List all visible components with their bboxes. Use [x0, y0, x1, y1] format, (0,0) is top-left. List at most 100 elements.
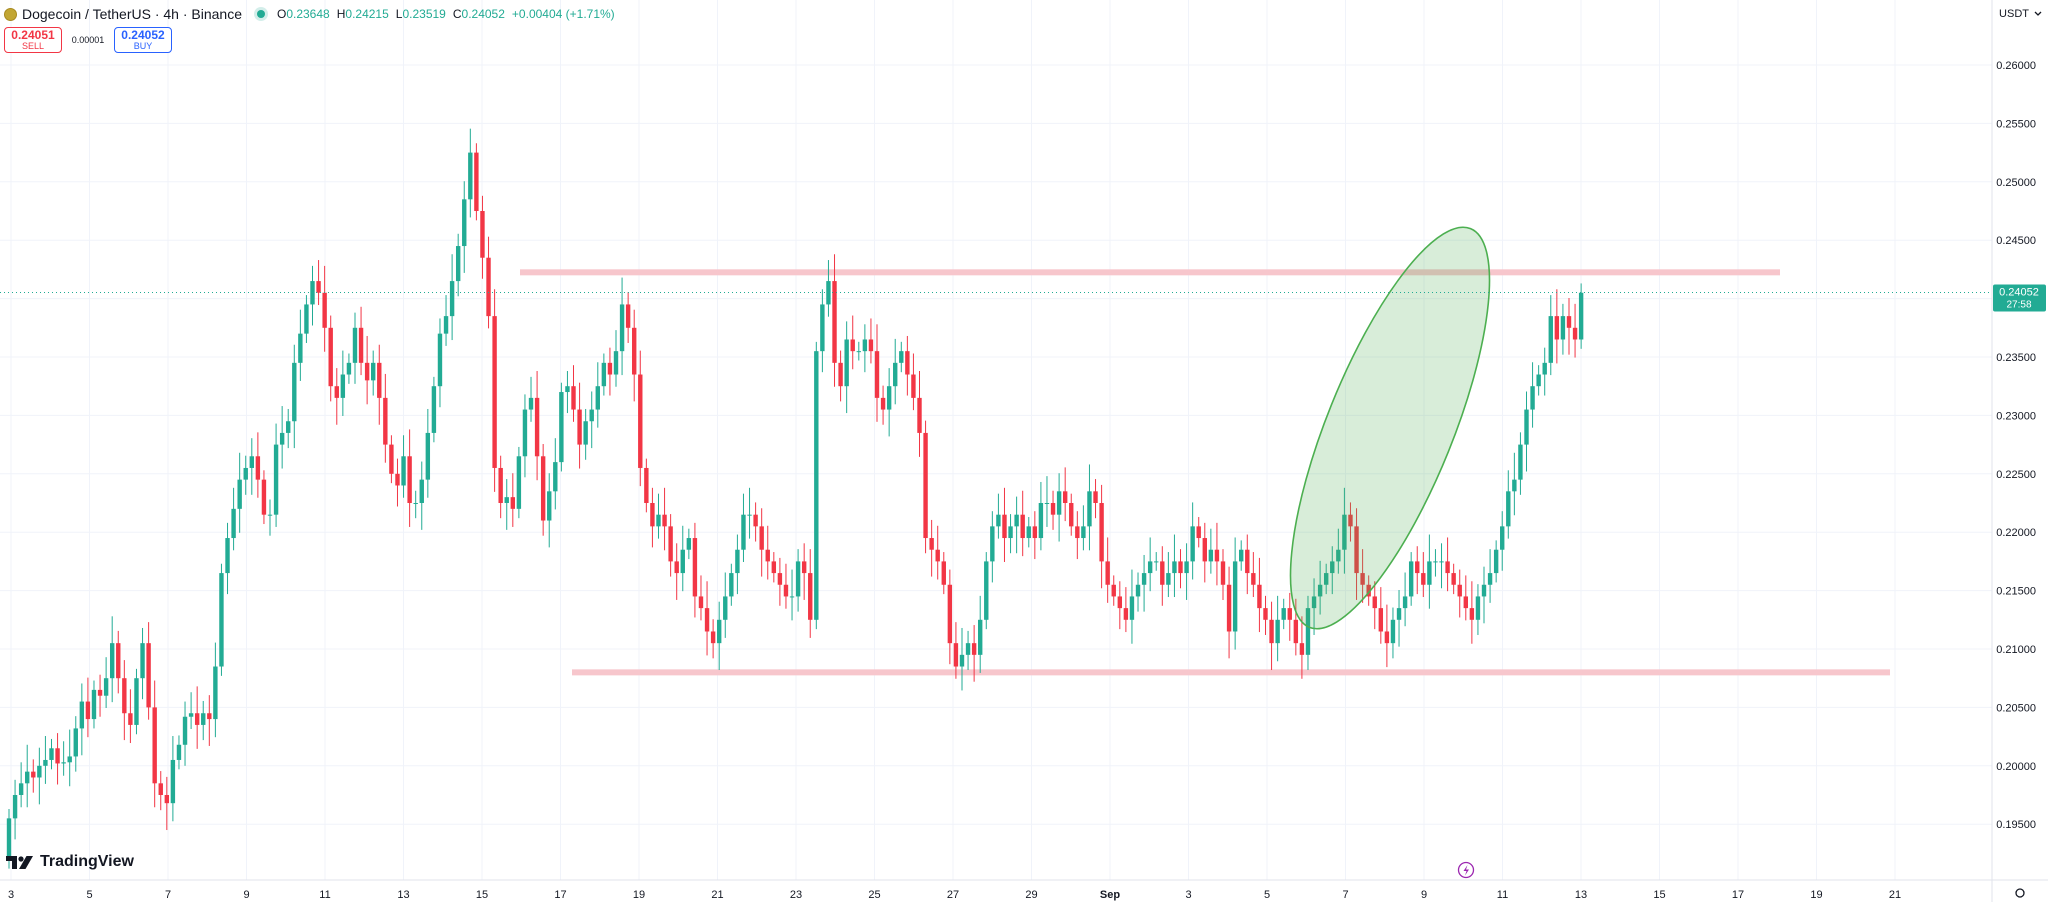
- time-axis[interactable]: 3 5 7 9 11 13 15 17 19 21 23 25 27 29 Sep 3 5 7 9 11 13 15 17 1…: [0, 879, 2048, 901]
- candle-body: [1548, 316, 1553, 363]
- price-tick-label: 0.26000: [1996, 60, 2036, 72]
- settings-gear-icon[interactable]: [2015, 888, 2025, 898]
- candle-body: [1020, 514, 1025, 539]
- candle-body: [1518, 444, 1523, 480]
- breakout-ellipse[interactable]: [1251, 205, 1529, 651]
- candle-body: [662, 514, 667, 527]
- candle-body: [152, 707, 157, 784]
- candle-body: [947, 584, 953, 644]
- candle-body: [625, 304, 631, 328]
- candle-body: [1317, 584, 1323, 597]
- candle-body: [1281, 608, 1286, 620]
- time-tick-label: 21: [711, 889, 723, 901]
- candle-body: [862, 339, 868, 352]
- support-level[interactable]: [572, 669, 1890, 676]
- candle-body: [1396, 608, 1402, 620]
- price-tick-label: 0.24500: [1996, 235, 2036, 247]
- candle-body: [364, 362, 370, 381]
- candle-body: [140, 643, 145, 679]
- candle-body: [589, 409, 594, 422]
- candle-body: [128, 713, 133, 725]
- time-tick-label: 13: [1575, 889, 1587, 901]
- candle-body: [6, 818, 12, 860]
- candle-body: [619, 304, 625, 352]
- candle-body: [267, 514, 273, 516]
- candle-body: [1196, 526, 1201, 539]
- close-value: 0.24052: [461, 7, 505, 21]
- candle-body: [468, 152, 473, 200]
- candle-body: [1117, 596, 1123, 609]
- candle-body: [164, 795, 170, 804]
- horizontal-levels[interactable]: [520, 269, 1890, 676]
- candle-body: [632, 327, 637, 375]
- time-tick-label: 9: [1421, 889, 1427, 901]
- candle-body: [1311, 596, 1317, 609]
- candle-body: [1566, 316, 1572, 328]
- candle-body: [103, 678, 109, 696]
- ellipse-highlight[interactable]: [1251, 205, 1529, 651]
- candle-body: [213, 666, 218, 720]
- brand-text: TradingView: [40, 853, 134, 870]
- candle-body: [1372, 596, 1377, 609]
- sell-button[interactable]: 0.24051 SELL: [4, 27, 62, 53]
- candle-body: [674, 561, 679, 574]
- price-tick-label: 0.25000: [1996, 177, 2036, 189]
- candle-body: [1421, 573, 1426, 585]
- candle-body: [231, 508, 236, 539]
- candle-body: [929, 538, 934, 550]
- buy-button[interactable]: 0.24052 BUY: [114, 27, 172, 53]
- time-tick-label: 23: [790, 889, 802, 901]
- price-tick-label: 0.25500: [1996, 118, 2036, 130]
- candle-body: [601, 362, 607, 387]
- candle-body: [534, 397, 540, 457]
- price-tick-label: 0.21000: [1996, 644, 2036, 656]
- spread-value: 0.00001: [71, 35, 105, 45]
- candle-body: [1014, 514, 1019, 527]
- candle-body: [905, 351, 910, 375]
- candle-body: [1184, 561, 1189, 574]
- candle-body: [437, 333, 443, 387]
- resistance-level[interactable]: [520, 269, 1780, 276]
- candle-body: [1299, 643, 1305, 655]
- candle-body: [753, 514, 758, 527]
- price-axis[interactable]: 0.260000.255000.250000.245000.240000.235…: [1991, 0, 2036, 902]
- candle-body: [286, 421, 291, 433]
- candle-body: [638, 374, 643, 468]
- sell-label: SELL: [21, 41, 45, 51]
- candle-body: [383, 397, 388, 445]
- time-tick-label: 25: [868, 889, 880, 901]
- time-tick-label: 11: [319, 889, 330, 901]
- candle-body: [1560, 316, 1566, 340]
- candle-body: [1226, 584, 1232, 632]
- tradingview-branding[interactable]: TradingView: [6, 853, 134, 871]
- candle-body: [571, 386, 576, 410]
- currency-selector[interactable]: USDT: [1999, 4, 2042, 24]
- symbol-title[interactable]: Dogecoin / TetherUS · 4h · Binance: [22, 6, 242, 22]
- candle-body: [31, 771, 36, 778]
- change-value: +0.00404 (+1.71%): [511, 7, 615, 21]
- candle-body: [844, 339, 849, 387]
- countdown-text: 27:58: [2006, 300, 2031, 311]
- candle-body: [850, 339, 855, 352]
- candle-body: [1348, 514, 1353, 527]
- candle-body: [401, 456, 406, 486]
- candle-body: [795, 561, 801, 597]
- candle-body: [1075, 526, 1080, 539]
- candle-body: [1050, 503, 1056, 515]
- candle-body: [540, 456, 546, 521]
- candle-body: [759, 526, 764, 550]
- candle-body: [498, 467, 503, 503]
- candle-body: [868, 339, 874, 352]
- candle-body: [207, 713, 212, 720]
- candle-body: [1572, 327, 1578, 340]
- candle-body: [692, 538, 698, 597]
- candle-body: [886, 386, 892, 410]
- last-price-badge: [1993, 284, 2046, 312]
- candle-body: [158, 783, 163, 795]
- candle-body: [1402, 596, 1408, 609]
- candle-body: [334, 386, 339, 398]
- candle-body: [528, 397, 534, 410]
- candle-body: [1099, 503, 1104, 562]
- candle-body: [1293, 619, 1299, 644]
